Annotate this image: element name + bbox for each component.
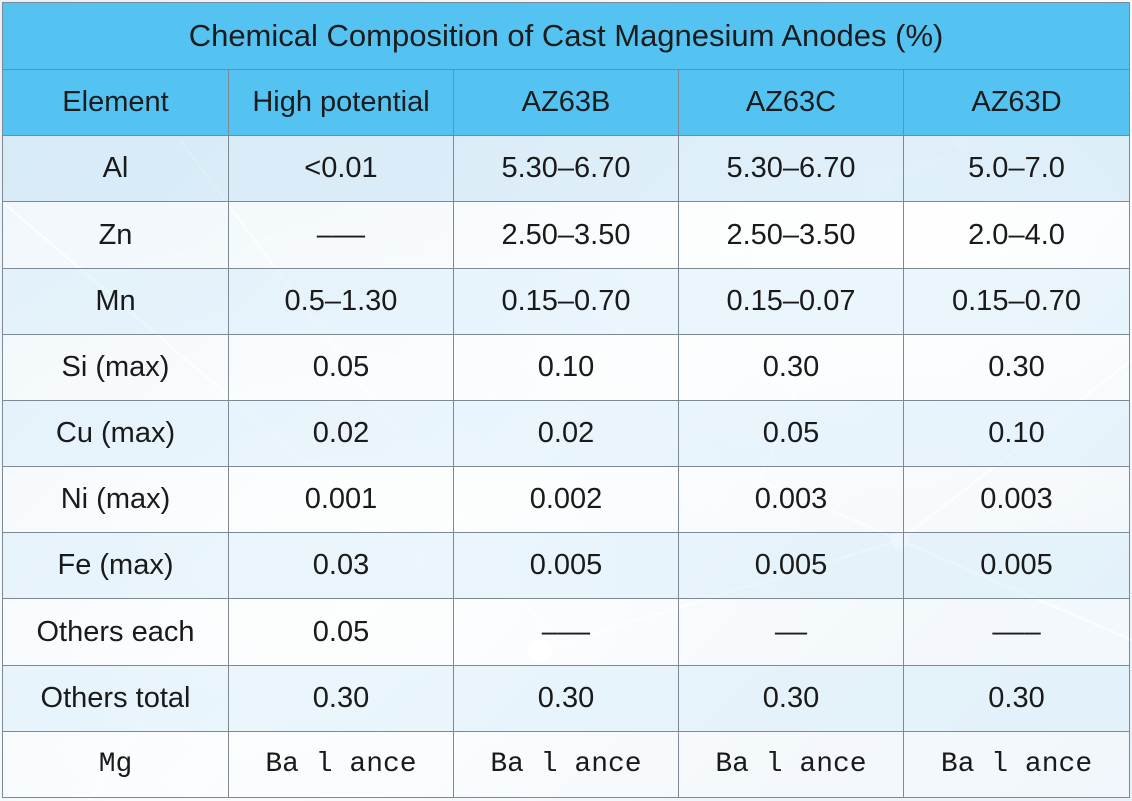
table-cell: Ba l ance [453,730,679,799]
table-cell: 0.10 [902,399,1131,468]
column-header-az63c: AZ63C [678,69,904,137]
table-cell: ––– [228,201,454,269]
table-cell: 0.15–0.07 [678,267,904,335]
table-cell: Al [2,135,229,203]
table-row-ni: Ni (max) 0.001 0.002 0.003 0.003 [2,466,1131,534]
table-cell: 0.05 [678,399,904,468]
table-cell: 0.15–0.70 [453,267,679,335]
table-cell: 0.002 [453,466,679,534]
table-cell: 0.02 [228,399,454,468]
table-cell: 0.005 [453,532,679,600]
table-cell: 5.0–7.0 [902,135,1131,203]
table-cell: 0.05 [228,333,454,401]
table-cell: Cu (max) [2,399,229,468]
table-row-fe: Fe (max) 0.03 0.005 0.005 0.005 [2,532,1131,600]
table-cell: Ni (max) [2,466,229,534]
table-row-others-total: Others total 0.30 0.30 0.30 0.30 [2,664,1131,732]
table-cell: 0.02 [453,399,679,468]
table-cell: Mn [2,267,229,335]
table-cell: Ba l ance [228,730,454,799]
table-cell: Others each [2,598,229,666]
table-cell: 0.15–0.70 [902,267,1131,335]
table-cell: 2.0–4.0 [902,201,1131,269]
table-row-zn: Zn ––– 2.50–3.50 2.50–3.50 2.0–4.0 [2,201,1131,269]
table-cell: 0.30 [902,333,1131,401]
table-cell: 0.005 [902,532,1131,600]
table-cell: Zn [2,201,229,269]
table-cell: ––– [902,598,1131,666]
table-cell: 0.30 [228,664,454,732]
table-cell: 0.10 [453,333,679,401]
table-cell: Fe (max) [2,532,229,600]
table-cell: 5.30–6.70 [453,135,679,203]
table-cell: 0.30 [678,664,904,732]
table-row-si: Si (max) 0.05 0.10 0.30 0.30 [2,333,1131,401]
table-title: Chemical Composition of Cast Magnesium A… [1,1,1131,71]
table-cell: Si (max) [2,333,229,401]
table-cell: 0.5–1.30 [228,267,454,335]
table-cell: 0.30 [678,333,904,401]
table-cell: 0.003 [678,466,904,534]
table-cell: Ba l ance [902,730,1131,799]
table-cell: Ba l ance [678,730,904,799]
table-cell: 0.001 [228,466,454,534]
column-header-high-potential: High potential [228,69,454,137]
table-cell: 0.05 [228,598,454,666]
table-row-al: Al <0.01 5.30–6.70 5.30–6.70 5.0–7.0 [2,135,1131,203]
column-header-az63d: AZ63D [902,69,1131,137]
table-row-mg: Mg Ba l ance Ba l ance Ba l ance Ba l an… [2,730,1131,799]
table-cell: 0.003 [902,466,1131,534]
title-row: Chemical Composition of Cast Magnesium A… [1,1,1131,71]
table-row-cu: Cu (max) 0.02 0.02 0.05 0.10 [2,399,1131,468]
table-cell: 2.50–3.50 [453,201,679,269]
table-cell: 5.30–6.70 [678,135,904,203]
table-cell: ––– [453,598,679,666]
table-row-others-each: Others each 0.05 ––– –– ––– [2,598,1131,666]
table-cell: 0.30 [453,664,679,732]
table-cell: 0.005 [678,532,904,600]
column-header-element: Element [2,69,229,137]
table-cell: Others total [2,664,229,732]
table-cell: 0.03 [228,532,454,600]
table-row-mn: Mn 0.5–1.30 0.15–0.70 0.15–0.07 0.15–0.7… [2,267,1131,335]
table-cell: <0.01 [228,135,454,203]
table-cell: –– [678,598,904,666]
table-cell: 2.50–3.50 [678,201,904,269]
header-row: Element High potential AZ63B AZ63C AZ63D [2,69,1131,137]
table-cell: 0.30 [902,664,1131,732]
table-cell: Mg [2,730,229,799]
column-header-az63b: AZ63B [453,69,679,137]
